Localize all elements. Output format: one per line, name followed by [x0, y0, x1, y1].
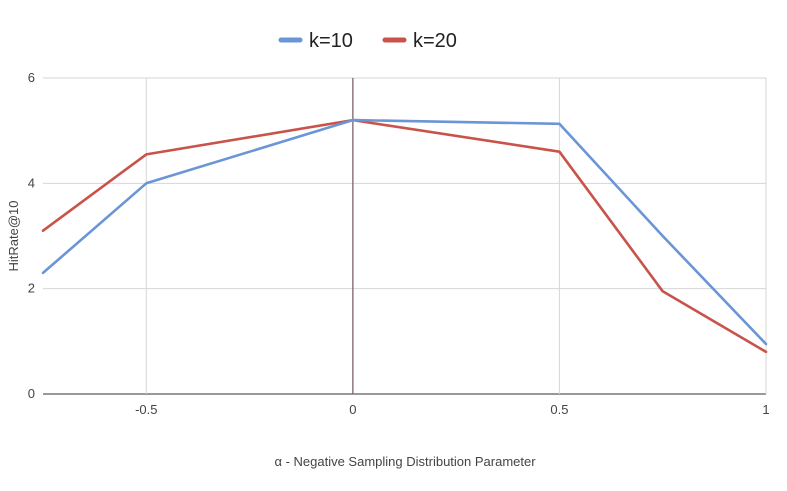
- y-tick-label-0: 0: [28, 386, 35, 401]
- series-line-k-10: [41, 118, 768, 346]
- x-tick-label-0: -0.5: [135, 402, 157, 417]
- x-tick-label-3: 1: [762, 402, 769, 417]
- x-tick-label-1: 0: [349, 402, 356, 417]
- y-tick-label-3: 6: [28, 70, 35, 85]
- y-tick-label-2: 4: [28, 175, 35, 190]
- y-axis-title: HitRate@10: [6, 200, 21, 271]
- series-line-k-20: [41, 118, 768, 354]
- x-axis-title: α - Negative Sampling Distribution Param…: [274, 454, 536, 469]
- series-layer: [41, 118, 768, 354]
- legend: k=10 k=20: [278, 30, 457, 52]
- tick-label-layer: 0 2 4 6 -0.5 0 0.5 1: [28, 70, 770, 417]
- x-tick-label-2: 0.5: [550, 402, 568, 417]
- legend-label-k-20: k=20: [413, 30, 457, 52]
- legend-label-k-10: k=10: [309, 30, 353, 52]
- grid-layer: [43, 77, 767, 395]
- y-tick-label-1: 2: [28, 281, 35, 296]
